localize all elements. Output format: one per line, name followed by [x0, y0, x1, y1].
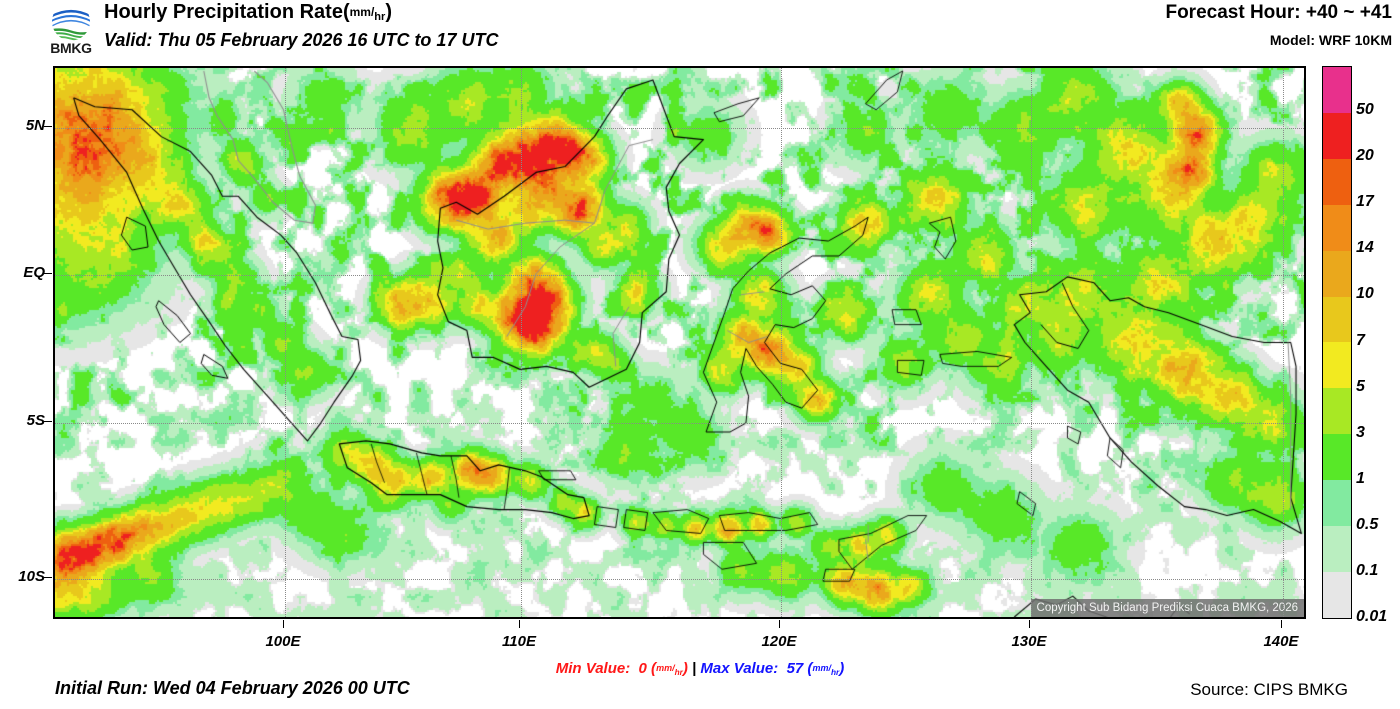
colorbar-tick-label: 3	[1356, 424, 1365, 441]
colorbar-band	[1323, 480, 1351, 527]
colorbar-band	[1323, 158, 1351, 205]
min-unit-den: hr	[674, 667, 683, 677]
colorbar-tick-label: 1	[1356, 470, 1365, 487]
colorbar-tick-label: 0.01	[1356, 608, 1388, 625]
min-value: 0	[638, 660, 647, 677]
latitude-tick	[44, 421, 52, 422]
map-plot-area[interactable]: Copyright Sub Bidang Prediksi Cuaca BMKG…	[53, 66, 1306, 619]
bmkg-logo-text: BMKG	[50, 40, 92, 56]
longitude-label: 110E	[502, 633, 536, 650]
model-label: Model: WRF 10KM	[1269, 32, 1392, 48]
longitude-tick	[779, 620, 780, 628]
colorbar-band	[1323, 112, 1351, 159]
max-value: 57	[786, 660, 804, 677]
colorbar-tick-label: 10	[1356, 285, 1374, 302]
latitude-label: 5S	[26, 412, 45, 429]
longitude-label: 120E	[761, 633, 797, 650]
bmkg-emblem-icon	[51, 2, 91, 41]
latitude-tick	[44, 577, 52, 578]
colorbar-band	[1323, 67, 1351, 113]
valid-time-label: Valid: Thu 05 February 2026 16 UTC to 17…	[104, 30, 499, 50]
colorbar-band	[1323, 571, 1351, 618]
colorbar-tick-label: 20	[1356, 147, 1374, 164]
colorbar-tick-label: 7	[1356, 332, 1365, 349]
longitude-tick	[283, 620, 284, 628]
colorbar-band	[1323, 204, 1351, 251]
colorbar-band	[1323, 526, 1351, 572]
unit-numerator: mm	[349, 4, 371, 19]
latitude-label: EQ	[23, 264, 45, 281]
longitude-label: 100E	[265, 633, 301, 650]
page-title: Hourly Precipitation Rate(mm/hr)	[104, 1, 392, 24]
latitude-tick	[44, 273, 52, 274]
colorbar-tick-labels: 50 20 17 14 10 7 5 3 1 0.5 0.1 0.01	[1356, 66, 1400, 626]
latitude-label: 5N	[25, 117, 45, 134]
colorbar-tick-label: 50	[1356, 101, 1374, 118]
colorbar-band	[1323, 342, 1351, 389]
title-unit: mm/hr	[349, 4, 386, 24]
colorbar-tick-label: 0.5	[1356, 516, 1379, 533]
page-title-text: Hourly Precipitation Rate	[104, 1, 343, 23]
colorbar-band	[1323, 388, 1351, 435]
colorbar-band	[1323, 434, 1351, 481]
colorbar-band	[1323, 250, 1351, 297]
colorbar-tick-label: 17	[1356, 193, 1374, 210]
colorbar-tick-label: 5	[1356, 378, 1365, 395]
longitude-label: 130E	[1011, 633, 1047, 650]
colorbar-tick-label: 0.1	[1356, 562, 1379, 579]
min-value-group: Min Value: 0 (mm/hr)	[555, 660, 688, 677]
precipitation-raster	[55, 68, 1304, 617]
max-unit-num: mm	[812, 663, 829, 674]
latitude-label: 10S	[18, 568, 45, 585]
copyright-watermark: Copyright Sub Bidang Prediksi Cuaca BMKG…	[1030, 599, 1304, 617]
colorbar[interactable]	[1322, 66, 1352, 619]
min-unit-num: mm	[656, 663, 673, 674]
longitude-tick	[519, 620, 520, 628]
min-max-values: Min Value: 0 (mm/hr) | Max Value: 57 (mm…	[0, 660, 1400, 677]
latitude-tick	[44, 126, 52, 127]
longitude-label: 140E	[1263, 633, 1299, 650]
minmax-separator: |	[692, 660, 697, 677]
forecast-hour-label: Forecast Hour: +40 ~ +41	[1165, 2, 1392, 23]
colorbar-band	[1323, 296, 1351, 343]
map-axis-labels: 5N EQ 5S 10S 100E 110E 120E 130E 140E	[18, 66, 1306, 650]
colorbar-tick-label: 14	[1356, 239, 1374, 256]
longitude-tick	[1029, 620, 1030, 628]
min-value-label: Min Value:	[555, 660, 631, 677]
max-value-label: Max Value:	[700, 660, 779, 677]
unit-denominator: hr	[374, 11, 386, 24]
longitude-tick	[1281, 620, 1282, 628]
initial-run-label: Initial Run: Wed 04 February 2026 00 UTC	[55, 678, 410, 698]
max-value-group: Max Value: 57 (mm/hr)	[700, 660, 845, 677]
bmkg-logo: BMKG	[40, 2, 102, 58]
max-unit-den: hr	[830, 667, 840, 677]
source-label: Source: CIPS BMKG	[1190, 680, 1348, 699]
